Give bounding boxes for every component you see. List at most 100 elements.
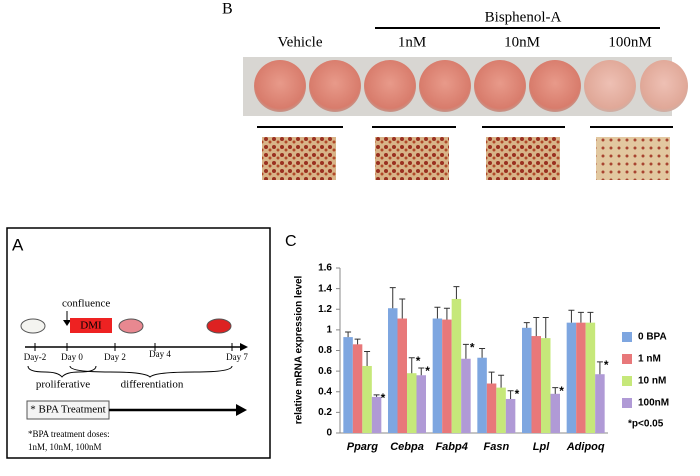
legend-swatch xyxy=(622,332,632,342)
day-label: Day 0 xyxy=(61,352,83,362)
micrograph xyxy=(486,137,560,180)
day-label: Day 2 xyxy=(104,352,126,362)
bar xyxy=(352,344,363,433)
panel-label: C xyxy=(285,233,297,250)
bar xyxy=(522,327,532,433)
bar xyxy=(505,398,516,433)
day-label: Day-2 xyxy=(24,352,47,362)
error-bar xyxy=(408,357,415,374)
micrograph xyxy=(375,137,449,180)
bar xyxy=(407,373,417,433)
error-bar xyxy=(488,371,495,384)
significance-marker: * xyxy=(515,387,520,401)
bar xyxy=(432,318,443,433)
bar xyxy=(531,336,541,433)
legend-label: 0 BPA xyxy=(638,332,667,343)
timeline-arrowhead xyxy=(240,343,248,351)
x-tick-label: Fabp4 xyxy=(435,441,467,453)
day-label: Day 4 xyxy=(149,349,171,359)
bar xyxy=(388,308,398,433)
condition-label: 10nM xyxy=(504,34,540,50)
legend-swatch xyxy=(622,354,632,364)
note: *p<0.05 xyxy=(628,419,664,430)
doses: 1nM, 10nM, 100nM xyxy=(28,442,102,452)
treatment-arrowhead xyxy=(236,404,247,416)
bar xyxy=(566,322,577,433)
condition-label: Vehicle xyxy=(278,34,323,50)
error-bar xyxy=(373,394,380,397)
panel-label: A xyxy=(12,235,24,254)
phase-label: proliferative xyxy=(36,379,90,391)
dmi-label: DMI xyxy=(80,320,102,332)
legend-label: 100nM xyxy=(638,398,669,409)
error-bar xyxy=(568,309,575,323)
y-axis-label: relative mRNA expression level xyxy=(294,275,305,424)
error-bar xyxy=(552,387,559,394)
y-tick-label: 0 xyxy=(326,428,332,439)
error-bar xyxy=(345,331,352,338)
confluence-label: confluence xyxy=(62,298,110,310)
legend-swatch xyxy=(622,398,632,408)
bar xyxy=(442,319,452,433)
dish xyxy=(206,318,232,334)
treatment-label: * BPA Treatment xyxy=(30,404,105,416)
dish xyxy=(20,318,46,334)
error-bar xyxy=(354,338,361,345)
error-bar xyxy=(507,390,514,399)
doses-title: *BPA treatment doses: xyxy=(28,429,110,439)
wells xyxy=(254,60,688,112)
error-bar xyxy=(523,322,530,328)
significance-marker: * xyxy=(559,384,564,398)
significance-marker: * xyxy=(425,364,430,378)
x-tick-label: Adipoq xyxy=(566,441,605,453)
bar xyxy=(550,393,560,433)
bar xyxy=(343,337,353,433)
bar xyxy=(416,375,426,433)
error-bar xyxy=(453,286,460,299)
bar xyxy=(595,374,605,433)
bar xyxy=(486,383,497,433)
y-tick-label: 1.2 xyxy=(318,304,332,315)
error-bar xyxy=(498,374,505,388)
confluence-arrowhead xyxy=(63,320,71,326)
error-bar xyxy=(364,351,371,366)
day-label: Day 7 xyxy=(226,352,248,362)
x-tick-label: Cebpa xyxy=(390,441,424,453)
bar xyxy=(576,322,586,433)
brace xyxy=(69,365,233,378)
error-bar xyxy=(418,367,425,376)
legend-label: 1 nM xyxy=(638,354,661,365)
bar xyxy=(541,338,551,433)
bar xyxy=(496,387,506,433)
bar xyxy=(451,298,462,433)
condition-label: 1nM xyxy=(398,34,426,50)
error-bar xyxy=(479,347,486,358)
chart: C relative mRNA expression level 0 0.2 0.4… xyxy=(285,233,669,453)
y-tick-label: 1 xyxy=(326,325,332,336)
error-bar xyxy=(533,317,540,337)
error-bar xyxy=(462,343,469,359)
micrograph xyxy=(262,137,336,180)
legend-label: 10 nM xyxy=(638,376,666,387)
condition-label: 100nM xyxy=(608,34,651,50)
significance-marker: * xyxy=(381,391,386,405)
legend-swatch xyxy=(622,376,632,386)
x-tick-label: Fasn xyxy=(483,441,509,453)
bar xyxy=(585,322,596,433)
dish xyxy=(118,318,144,334)
x-tick-label: Lpl xyxy=(533,441,550,453)
panel-label: B xyxy=(222,1,233,18)
dmi-box xyxy=(70,318,112,333)
bar xyxy=(461,358,471,433)
timeline-ticks xyxy=(34,343,233,351)
error-bar xyxy=(596,361,603,375)
x-tick-label: Pparg xyxy=(347,441,378,453)
bar xyxy=(371,396,382,433)
micrograph xyxy=(596,137,670,180)
bar xyxy=(362,365,372,433)
y-tick-label: 0.4 xyxy=(318,386,332,397)
error-bar xyxy=(443,307,450,320)
y-tick-label: 0.2 xyxy=(318,407,332,418)
error-bar xyxy=(399,298,406,319)
